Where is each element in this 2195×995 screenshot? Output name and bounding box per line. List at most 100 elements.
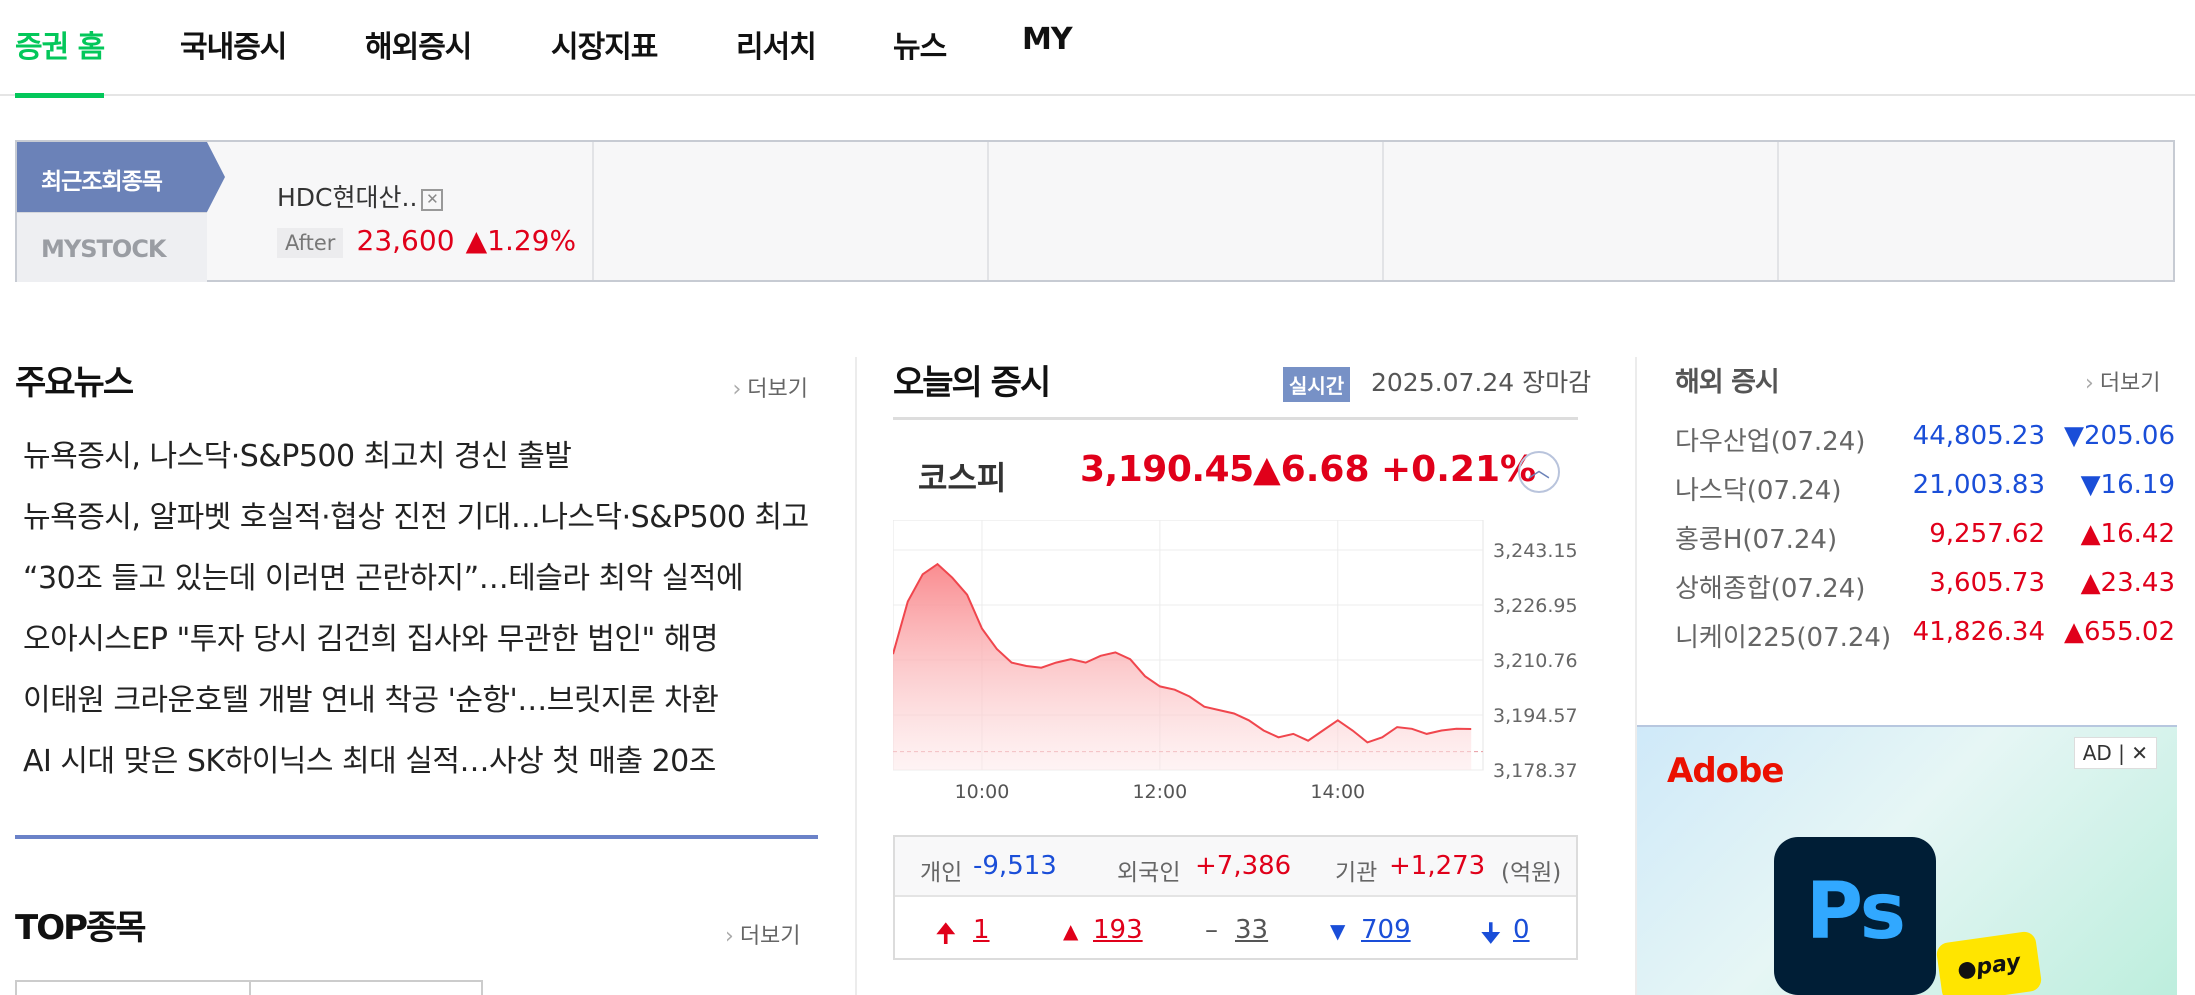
- news-list: 뉴욕증시, 나스닥·S&P500 최고치 경신 출발 뉴욕증시, 알파벳 호실적…: [23, 435, 823, 801]
- main-news-title: 주요뉴스: [15, 363, 134, 403]
- world-index-list: 다우산업(07.24) 44,805.23 ▼205.06 나스닥(07.24)…: [1675, 415, 2175, 660]
- recent-stocks-bar: 최근조회종목 MYSTOCK HDC현대산.. ✕ After 23,600 ▲1…: [15, 140, 2175, 282]
- news-item[interactable]: “30조 들고 있는데 이러면 곤란하지”…테슬라 최악 실적에: [23, 561, 744, 596]
- tab-market-indicators[interactable]: 시장지표: [551, 30, 658, 65]
- tab-news[interactable]: 뉴스: [893, 30, 947, 65]
- index-value: 44,805.23: [1912, 421, 2045, 451]
- news-item[interactable]: 오아시스EP "투자 당시 김건희 집사와 무관한 법인" 해명: [23, 622, 719, 657]
- top-stocks-more-link[interactable]: 더보기: [725, 918, 801, 950]
- tab-securities-home[interactable]: 증권 홈: [15, 22, 105, 98]
- tab-recent-stocks[interactable]: 최근조회종목: [17, 142, 225, 212]
- recent-stock-item[interactable]: HDC현대산.. ✕ After 23,600 ▲1.29%: [277, 178, 576, 258]
- index-change: ▲655.02: [2064, 617, 2175, 647]
- news-item[interactable]: 이태원 크라운호텔 개발 연내 착공 '순항'…브릿지론 차환: [23, 683, 719, 718]
- world-index-row[interactable]: 상해종합(07.24) 3,605.73 ▲23.43: [1675, 562, 2175, 611]
- title-underline: [893, 417, 1578, 420]
- index-value: 3,190.45: [1080, 449, 1254, 490]
- x-tick-label: 10:00: [955, 781, 1010, 800]
- index-change: ▲16.42: [2080, 519, 2175, 549]
- tab-overseas-market[interactable]: 해외증시: [365, 30, 472, 65]
- index-value: 3,605.73: [1929, 568, 2045, 598]
- top-stocks-tabs[interactable]: [15, 980, 483, 995]
- slot-divider: [1382, 142, 1384, 280]
- triangle-down-icon: ▼: [1330, 919, 1346, 943]
- y-tick-label: 3,194.57: [1493, 705, 1578, 727]
- index-name: 나스닥(07.24): [1675, 476, 1842, 506]
- x-tick-label: 12:00: [1132, 781, 1187, 800]
- y-tick-label: 3,226.95: [1493, 595, 1578, 617]
- tab-my[interactable]: MY: [1022, 22, 1073, 57]
- index-change: ▲6.68: [1253, 449, 1370, 490]
- news-item[interactable]: AI 시대 맞은 SK하이닉스 최대 실적…사상 첫 매출 20조: [23, 744, 716, 779]
- individual-label: 개인: [920, 860, 963, 886]
- series-line: [893, 562, 1472, 744]
- index-name: 상해종합(07.24): [1675, 574, 1866, 604]
- index-change-percent: +0.21%: [1381, 449, 1537, 490]
- index-name[interactable]: 코스피: [918, 459, 1007, 497]
- unit-label: (억원): [1501, 860, 1562, 886]
- triangle-up-icon: ▲: [1063, 919, 1079, 943]
- index-change: ▲23.43: [2080, 568, 2175, 598]
- lower-limit-count[interactable]: 0: [1513, 915, 1530, 945]
- world-index-row[interactable]: 홍콩H(07.24) 9,257.62 ▲16.42: [1675, 513, 2175, 562]
- news-item[interactable]: 뉴욕증시, 알파벳 호실적·협상 진전 기대…나스닥·S&P500 최고: [23, 500, 809, 535]
- series-area: [893, 564, 1472, 770]
- y-tick-label: 3,243.15: [1493, 540, 1578, 562]
- index-name: 다우산업(07.24): [1675, 427, 1866, 457]
- unchanged-count[interactable]: 33: [1235, 915, 1269, 945]
- news-more-link[interactable]: 더보기: [732, 371, 808, 403]
- section-divider: [15, 835, 818, 839]
- news-item[interactable]: 뉴욕증시, 나스닥·S&P500 최고치 경신 출발: [23, 439, 572, 474]
- top-stocks-title: TOP종목: [15, 908, 147, 948]
- upper-limit-count[interactable]: 1: [973, 915, 990, 945]
- tab-mystock[interactable]: MYSTOCK: [17, 212, 207, 282]
- world-more-link[interactable]: 더보기: [2085, 365, 2161, 397]
- chevron-up-icon[interactable]: ︿: [1518, 451, 1560, 493]
- advancers-count[interactable]: 193: [1093, 915, 1143, 945]
- individual-value: -9,513: [973, 851, 1057, 881]
- adobe-ad-banner[interactable]: Adobe AD | ✕ Ps ●pay: [1637, 725, 2177, 995]
- slot-divider: [987, 142, 989, 280]
- top-navigation: 증권 홈 국내증시 해외증시 시장지표 리서치 뉴스 MY: [0, 0, 2195, 98]
- tab-research[interactable]: 리서치: [736, 30, 817, 65]
- index-name: 홍콩H(07.24): [1675, 525, 1838, 555]
- world-index-row[interactable]: 다우산업(07.24) 44,805.23 ▼205.06: [1675, 415, 2175, 464]
- y-tick-label: 3,178.37: [1493, 760, 1578, 782]
- index-value: 41,826.34: [1912, 617, 2045, 647]
- ad-close-button[interactable]: AD | ✕: [2073, 737, 2157, 769]
- stock-price: 23,600: [356, 224, 455, 257]
- world-markets-title: 해외 증시: [1675, 367, 1780, 398]
- arrow-up-bold-icon: 🠉: [935, 919, 957, 949]
- x-tick-label: 14:00: [1310, 781, 1365, 800]
- index-name: 니케이225(07.24): [1675, 623, 1892, 653]
- foreign-label: 외국인: [1117, 860, 1181, 886]
- index-change: ▼16.19: [2080, 470, 2175, 500]
- index-value: 21,003.83: [1912, 470, 2045, 500]
- kospi-intraday-chart: 3,243.15 3,226.95 3,210.76 3,194.57 3,178.37…: [893, 520, 1578, 800]
- dash-icon: –: [1205, 915, 1218, 945]
- column-divider: [855, 357, 857, 995]
- column-divider: [1635, 357, 1637, 995]
- decliners-count[interactable]: 709: [1361, 915, 1411, 945]
- world-index-row[interactable]: 니케이225(07.24) 41,826.34 ▲655.02: [1675, 611, 2175, 660]
- institution-label: 기관: [1335, 860, 1378, 886]
- arrow-down-bold-icon: 🠋: [1480, 919, 1502, 949]
- y-tick-label: 3,210.76: [1493, 650, 1578, 672]
- tab-domestic-market[interactable]: 국내증시: [180, 30, 287, 65]
- npay-icon: ●pay: [1935, 930, 2043, 995]
- market-date: 2025.07.24 장마감: [1371, 368, 1592, 397]
- adobe-logo: Adobe: [1667, 751, 1784, 791]
- today-market-title: 오늘의 증시: [893, 363, 1051, 403]
- slot-divider: [1777, 142, 1779, 280]
- investor-summary: 개인 -9,513 외국인 +7,386 기관 +1,273 (억원) 🠉 1 …: [893, 835, 1578, 960]
- session-badge: After: [277, 228, 344, 258]
- live-badge: 실시간: [1283, 367, 1351, 402]
- index-change: ▼205.06: [2064, 421, 2175, 451]
- foreign-value: +7,386: [1195, 851, 1292, 881]
- world-index-row[interactable]: 나스닥(07.24) 21,003.83 ▼16.19: [1675, 464, 2175, 513]
- close-icon[interactable]: ✕: [421, 189, 444, 211]
- stock-change: ▲1.29%: [465, 224, 577, 257]
- stock-name[interactable]: HDC현대산..: [277, 183, 418, 212]
- institution-value: +1,273: [1389, 851, 1486, 881]
- index-value: 9,257.62: [1929, 519, 2045, 549]
